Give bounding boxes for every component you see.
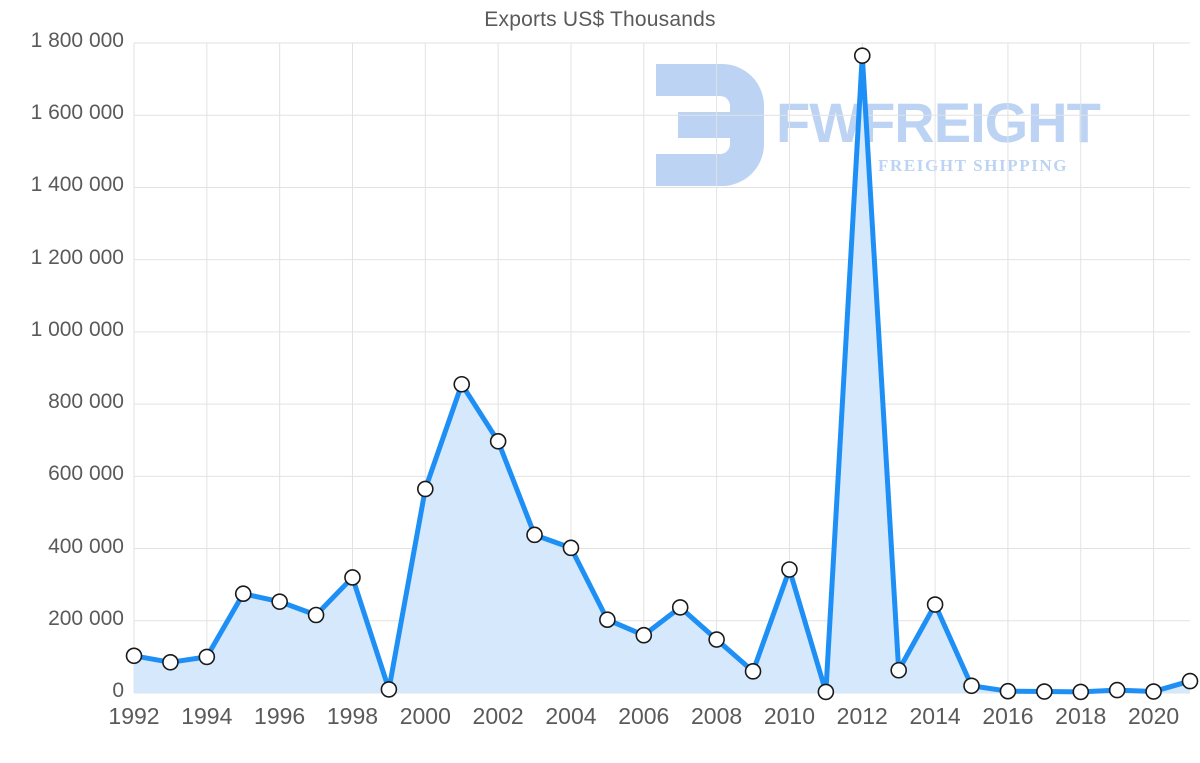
x-axis-tick-label: 1998 <box>326 703 379 729</box>
x-axis-tick-label: 2000 <box>399 703 451 729</box>
x-axis-tick-label: 2016 <box>982 703 1034 729</box>
y-axis-tick-label: 1 000 000 <box>30 317 124 341</box>
x-axis-tick-label: 2004 <box>545 703 597 729</box>
x-axis-tick-label: 2010 <box>763 703 816 729</box>
data-line <box>131 53 1193 695</box>
y-axis-tick-label: 1 600 000 <box>30 101 124 125</box>
grid-lines <box>133 42 1190 694</box>
data-markers <box>125 47 1199 701</box>
x-axis-tick-label: 2012 <box>836 703 888 729</box>
y-axis-tick-label: 0 <box>112 679 124 702</box>
x-axis-tick-label: 2008 <box>691 703 743 729</box>
y-axis-tick-label: 600 000 <box>48 462 124 486</box>
y-axis-tick-label: 1 800 000 <box>30 29 124 52</box>
area-fill <box>134 55 1190 693</box>
x-axis-tick-label: 1992 <box>108 703 160 729</box>
x-axis-tick-label: 2014 <box>909 703 961 729</box>
x-axis-tick-label: 1994 <box>181 703 233 729</box>
x-axis-tick-label: 1996 <box>254 703 306 729</box>
x-axis-tick-label: 2006 <box>618 703 670 729</box>
y-axis-tick-label: 1 200 000 <box>30 245 124 269</box>
y-axis-tick-label: 400 000 <box>48 534 124 558</box>
y-axis-tick-label: 200 000 <box>48 606 124 630</box>
x-axis-tick-label: 2020 <box>1127 703 1180 729</box>
chart-title: Exports US$ Thousands <box>484 8 716 31</box>
y-axis-tick-label: 800 000 <box>48 390 124 414</box>
y-axis-tick-label: 1 400 000 <box>30 173 124 197</box>
x-axis-tick-label: 2018 <box>1055 703 1107 729</box>
x-axis-tick-label: 2002 <box>472 703 524 729</box>
